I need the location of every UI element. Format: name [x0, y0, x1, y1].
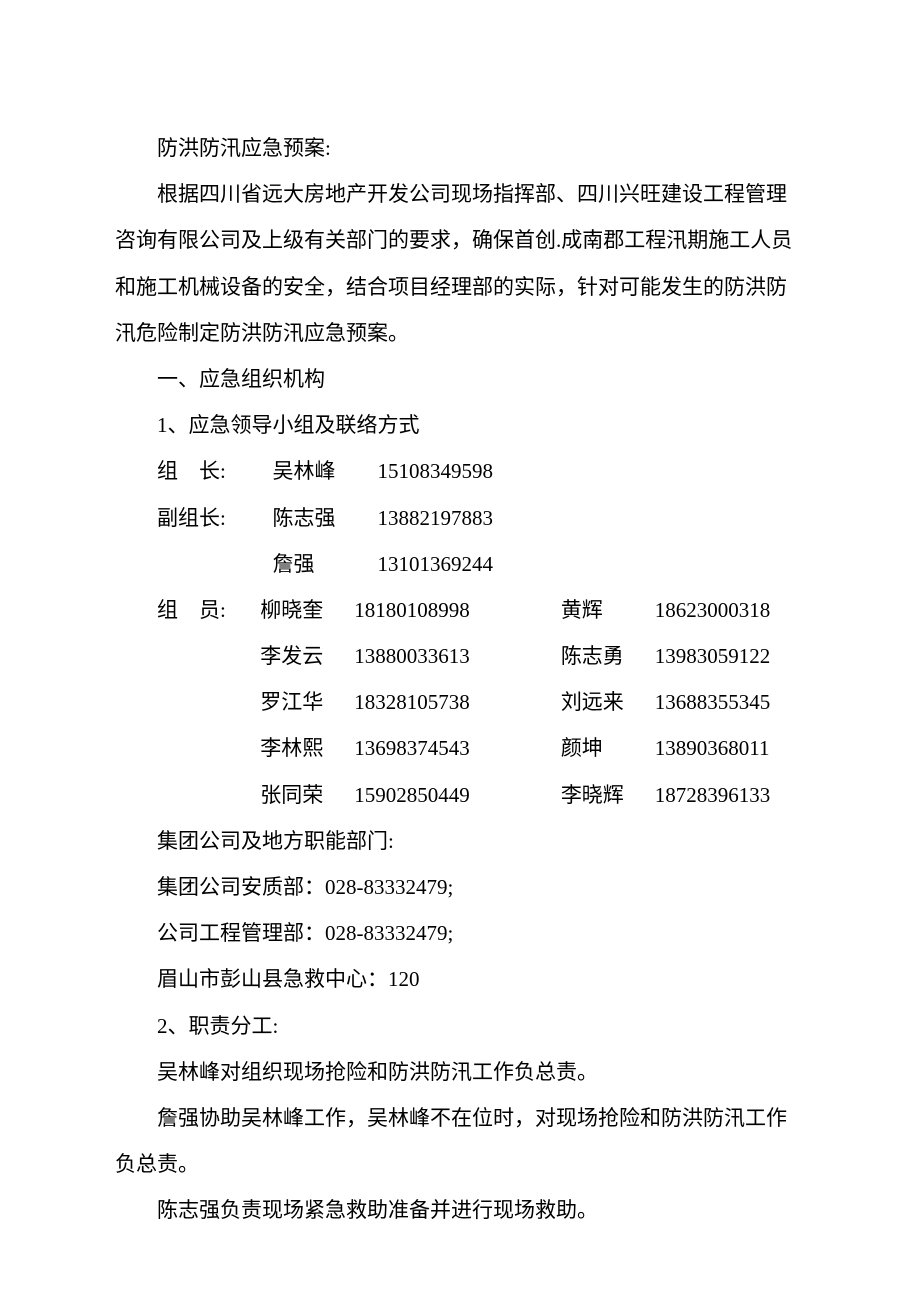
member-phone-l2: 18328105738 [354, 679, 523, 725]
dept-3: 眉山市彭山县急救中心：120 [115, 956, 805, 1002]
dept-2: 公司工程管理部：028-83332479; [115, 910, 805, 956]
member-name-r3: 颜坤 [561, 725, 655, 771]
member-name-l1: 李发云 [260, 633, 354, 679]
vice-name-0: 陈志强 [273, 495, 378, 541]
member-name-l0: 柳晓奎 [260, 587, 354, 633]
member-name-r0: 黄辉 [561, 587, 655, 633]
dept-1: 集团公司安质部：028-83332479; [115, 864, 805, 910]
duty-1: 吴林峰对组织现场抢险和防洪防汛工作负总责。 [115, 1049, 805, 1095]
member-phone-l4: 15902850449 [354, 772, 523, 818]
document-title: 防洪防汛应急预案: [115, 125, 805, 171]
duty-2: 詹强协助吴林峰工作，吴林峰不在位时，对现场抢险和防洪防汛工作负总责。 [115, 1095, 805, 1187]
member-name-l3: 李林熙 [260, 725, 354, 771]
section-1-1-heading: 1、应急领导小组及联络方式 [115, 402, 805, 448]
leader-row: 组 长: 吴林峰 15108349598 [157, 448, 805, 494]
member-phone-r2: 13688355345 [655, 679, 805, 725]
vice-row-1: 詹强 13101369244 [157, 541, 805, 587]
member-name-l4: 张同荣 [260, 772, 354, 818]
leader-name: 吴林峰 [273, 448, 378, 494]
vice-name-1: 詹强 [273, 541, 378, 587]
member-phone-l3: 13698374543 [354, 725, 523, 771]
member-name-r4: 李晓辉 [561, 772, 655, 818]
member-phone-l0: 18180108998 [354, 587, 523, 633]
leader-phone: 15108349598 [378, 448, 567, 494]
member-phone-r1: 13983059122 [655, 633, 805, 679]
member-phone-l1: 13880033613 [354, 633, 523, 679]
vice-row-0: 副组长: 陈志强 13882197883 [157, 495, 805, 541]
vice-phone-0: 13882197883 [378, 495, 567, 541]
member-name-l2: 罗江华 [260, 679, 354, 725]
duty-3: 陈志强负责现场紧急救助准备并进行现场救助。 [115, 1187, 805, 1233]
member-phone-r0: 18623000318 [655, 587, 805, 633]
member-name-r2: 刘远来 [561, 679, 655, 725]
member-name-r1: 陈志勇 [561, 633, 655, 679]
member-label: 组 员: [157, 587, 260, 633]
section-1-2-heading: 2、职责分工: [115, 1003, 805, 1049]
member-row-1: 李发云 13880033613 陈志勇 13983059122 [157, 633, 805, 679]
member-row-0: 组 员: 柳晓奎 18180108998 黄辉 18623000318 [157, 587, 805, 633]
section-1-heading: 一、应急组织机构 [115, 356, 805, 402]
vice-phone-1: 13101369244 [378, 541, 567, 587]
member-row-4: 张同荣 15902850449 李晓辉 18728396133 [157, 772, 805, 818]
dept-heading: 集团公司及地方职能部门: [115, 818, 805, 864]
member-row-3: 李林熙 13698374543 颜坤 13890368011 [157, 725, 805, 771]
intro-paragraph: 根据四川省远大房地产开发公司现场指挥部、四川兴旺建设工程管理咨询有限公司及上级有… [115, 171, 805, 356]
vice-label: 副组长: [157, 495, 273, 541]
spacer [157, 541, 273, 587]
leader-label: 组 长: [157, 448, 273, 494]
member-phone-r3: 13890368011 [655, 725, 805, 771]
member-phone-r4: 18728396133 [655, 772, 805, 818]
member-row-2: 罗江华 18328105738 刘远来 13688355345 [157, 679, 805, 725]
